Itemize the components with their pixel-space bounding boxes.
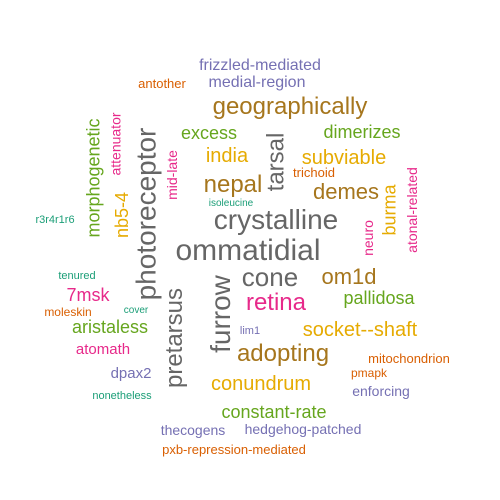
word-pretarsus: pretarsus <box>160 287 188 389</box>
word-aristaless: aristaless <box>71 317 149 337</box>
word-photoreceptor: photoreceptor <box>129 127 161 301</box>
word-pallidosa: pallidosa <box>343 288 415 308</box>
word-demes: demes <box>312 179 380 204</box>
word-cover: cover <box>123 305 149 316</box>
word-constant-rate: constant-rate <box>221 402 327 422</box>
word-r3r4r1r6: r3r4r1r6 <box>35 213 75 226</box>
word-retina: retina <box>245 289 307 316</box>
word-burma: burma <box>380 184 400 236</box>
word-enforcing: enforcing <box>352 383 410 399</box>
word-7msk: 7msk <box>66 285 110 305</box>
word-subviable: subviable <box>301 147 387 169</box>
word-antother: antother <box>138 75 186 91</box>
word-cone: cone <box>241 262 299 292</box>
word-pmapk: pmapk <box>350 366 388 380</box>
word-hedgehog-patched: hedgehog-patched <box>244 421 362 437</box>
word-nonetheless: nonetheless <box>92 389 152 402</box>
word-crystalline: crystalline <box>213 204 339 235</box>
word-neuro: neuro <box>360 220 376 256</box>
word-dpax2: dpax2 <box>110 364 152 382</box>
word-moleskin: moleskin <box>44 305 92 319</box>
word-socket-shaft: socket--shaft <box>302 319 418 341</box>
word-tarsal: tarsal <box>262 132 289 192</box>
word-furrow: furrow <box>204 275 236 353</box>
word-isoleucine: isoleucine <box>208 198 254 209</box>
word-atonal-related: atonal-related <box>404 167 420 253</box>
word-excess: excess <box>180 123 238 143</box>
word-frizzled-mediated: frizzled-mediated <box>199 57 321 74</box>
word-mitochondrion: mitochondrion <box>368 350 450 366</box>
word-thecogens: thecogens <box>160 422 226 438</box>
word-atomath: atomath <box>75 340 131 358</box>
word-ommatidial: ommatidial <box>175 234 321 267</box>
word-mid-late: mid-late <box>163 150 180 200</box>
word-trichoid: trichoid <box>293 164 335 180</box>
word-tenured: tenured <box>58 269 96 282</box>
word-morphogenetic: morphogenetic <box>83 118 104 238</box>
word-pxb-repression-mediated: pxb-repression-mediated <box>162 441 306 457</box>
word-attenuator: attenuator <box>108 112 124 176</box>
word-lim1: lim1 <box>239 324 261 337</box>
word-nepal: nepal <box>203 171 263 198</box>
word-medial-region: medial-region <box>208 74 306 91</box>
word-adopting: adopting <box>236 340 330 367</box>
word-conundrum: conundrum <box>210 373 312 395</box>
word-india: india <box>205 145 249 167</box>
word-nb5-4: nb5-4 <box>111 191 132 239</box>
word-dimerizes: dimerizes <box>323 122 401 142</box>
word-geographically: geographically <box>212 93 368 120</box>
word-om1d: om1d <box>321 264 377 289</box>
